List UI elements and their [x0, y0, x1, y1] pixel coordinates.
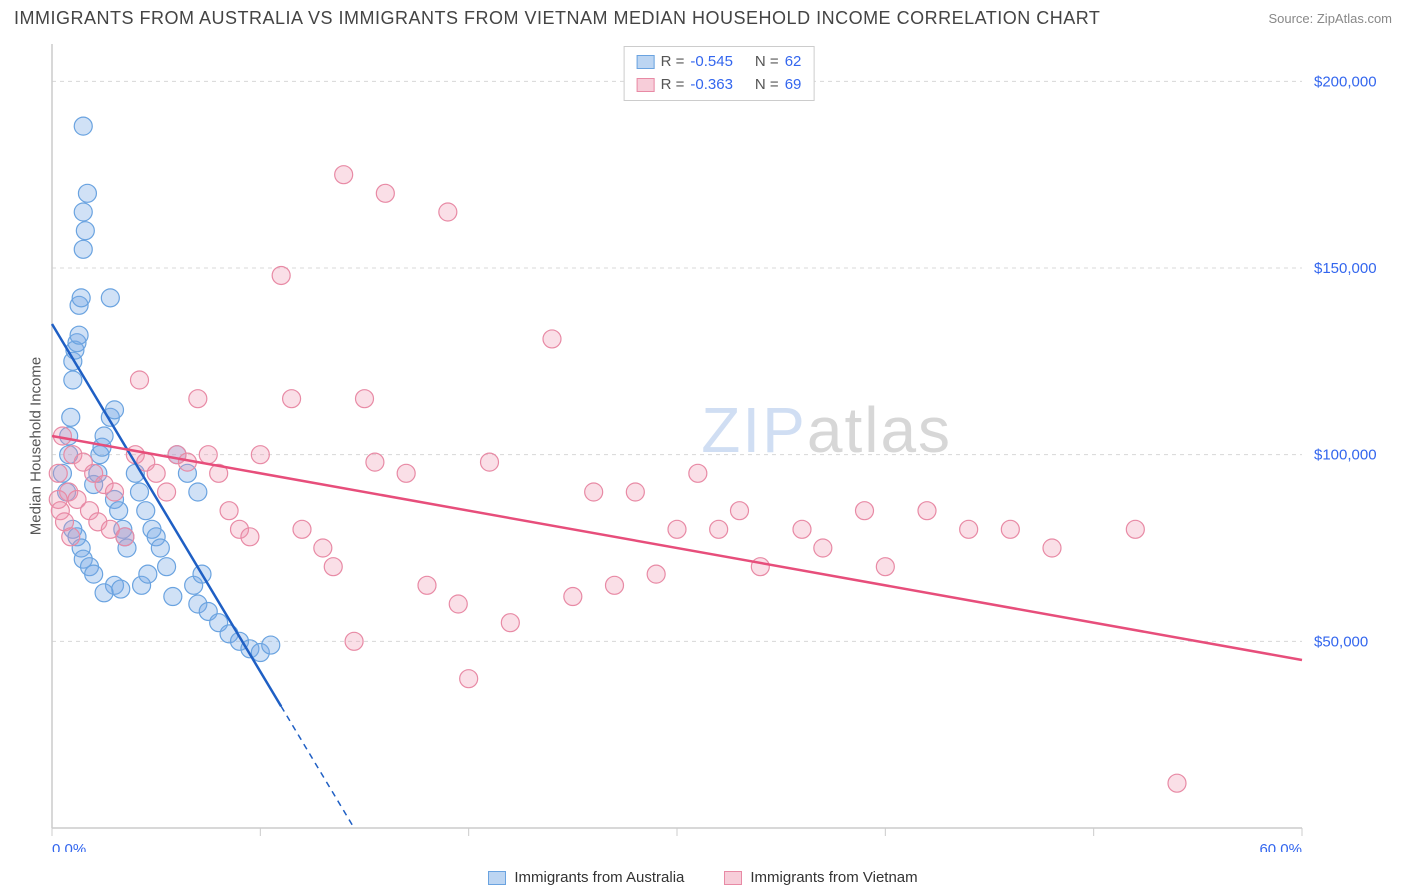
chart-title: IMMIGRANTS FROM AUSTRALIA VS IMMIGRANTS …: [14, 8, 1100, 29]
svg-text:$150,000: $150,000: [1314, 260, 1377, 277]
scatter-plot: $50,000 $100,000 $150,000 $200,000 0.0% 60.0%: [46, 40, 1392, 852]
series-legend-label: Immigrants from Australia: [514, 869, 684, 886]
legend-n-label: N =: [755, 74, 779, 97]
legend-r-label: R =: [661, 51, 685, 74]
series-legend: Immigrants from Australia Immigrants from…: [0, 869, 1406, 886]
legend-row: R = -0.545 N = 62: [637, 51, 802, 74]
legend-swatch: [637, 55, 655, 69]
source-attribution: Source: ZipAtlas.com: [1268, 11, 1392, 26]
legend-swatch: [637, 78, 655, 92]
y-axis-label: Median Household Income: [28, 357, 45, 535]
legend-swatch: [724, 871, 742, 885]
legend-row: R = -0.363 N = 69: [637, 74, 802, 97]
series-legend-item: Immigrants from Vietnam: [724, 869, 917, 886]
series-legend-item: Immigrants from Australia: [488, 869, 684, 886]
legend-n-value: 69: [785, 74, 802, 97]
svg-text:$50,000: $50,000: [1314, 633, 1368, 650]
legend-r-label: R =: [661, 74, 685, 97]
svg-text:$100,000: $100,000: [1314, 447, 1377, 464]
svg-text:0.0%: 0.0%: [52, 841, 86, 852]
legend-swatch: [488, 871, 506, 885]
legend-n-value: 62: [785, 51, 802, 74]
correlation-legend: R = -0.545 N = 62 R = -0.363 N = 69: [624, 46, 815, 101]
legend-n-label: N =: [755, 51, 779, 74]
svg-text:60.0%: 60.0%: [1259, 841, 1302, 852]
series-legend-label: Immigrants from Vietnam: [750, 869, 917, 886]
legend-r-value: -0.545: [690, 51, 733, 74]
svg-text:$200,000: $200,000: [1314, 73, 1377, 90]
chart-area: Median Household Income $50,000$100,000$…: [46, 40, 1392, 852]
legend-r-value: -0.363: [690, 74, 733, 97]
